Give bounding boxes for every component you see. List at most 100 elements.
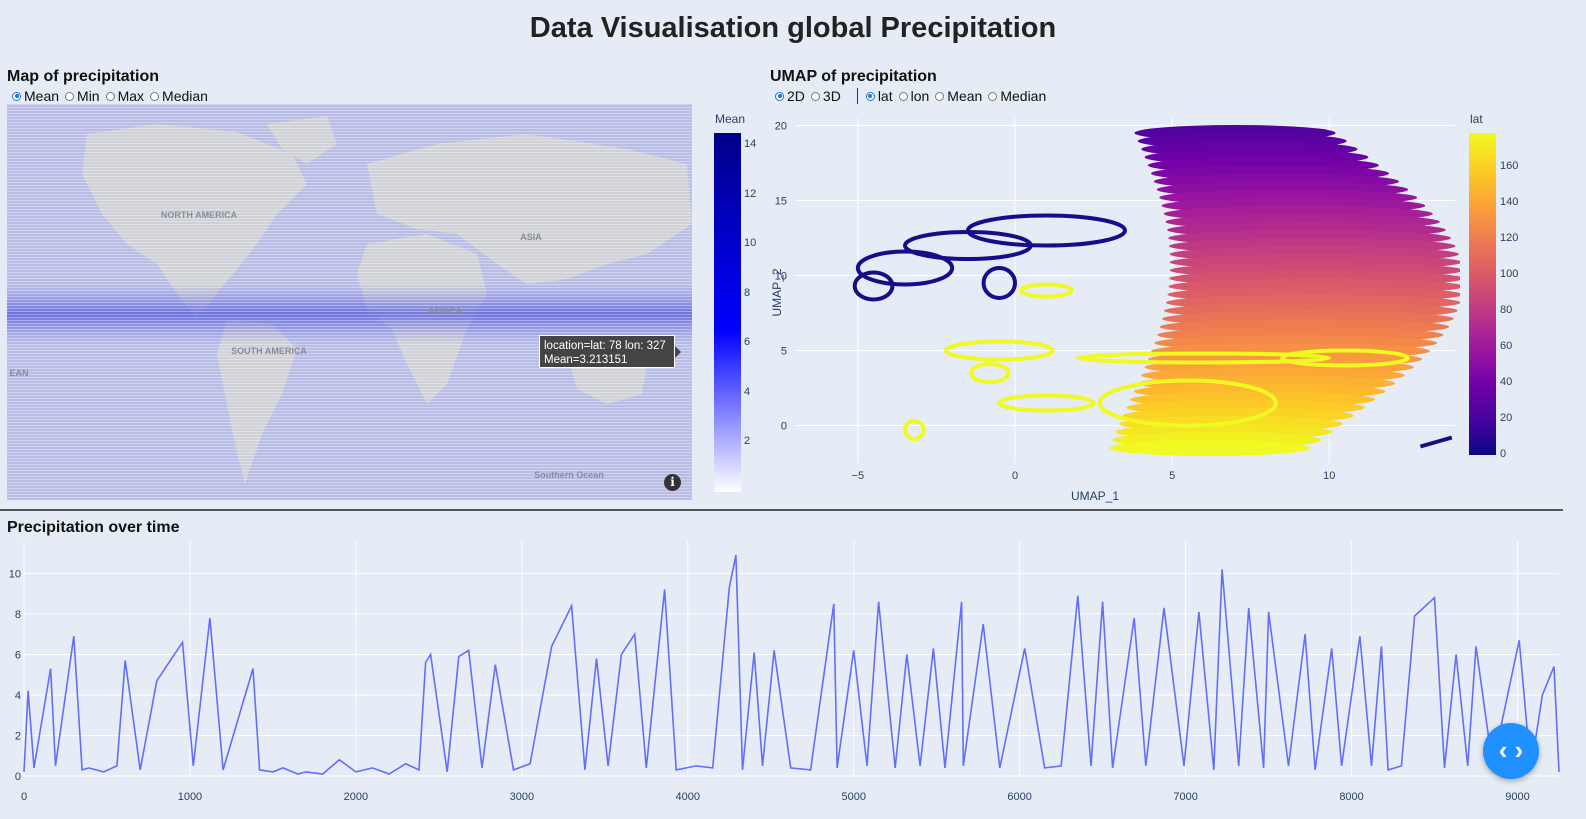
code-toggle-button[interactable]: ‹ › — [1483, 723, 1539, 779]
radio-dot — [898, 91, 908, 101]
umap-loop — [1097, 378, 1278, 428]
umap-y-tick-label: 10 — [775, 271, 787, 283]
umap-loop — [852, 270, 895, 302]
ts-y-tick-label: 2 — [15, 730, 21, 742]
radio-median[interactable]: Median — [150, 88, 208, 104]
radio-dot — [865, 91, 875, 101]
radio-dot — [810, 91, 820, 101]
ts-x-tick-label: 5000 — [841, 791, 865, 803]
umap-x-tick-label: −5 — [852, 470, 865, 482]
radio-lat[interactable]: lat — [865, 88, 893, 104]
colorbar-tick-label: 14 — [744, 138, 757, 151]
umap-outlier-segment — [1419, 435, 1453, 449]
ts-x-tick-label: 7000 — [1173, 791, 1197, 803]
ts-series-line — [23, 555, 1560, 775]
umap-x-tick-label: 10 — [1323, 470, 1335, 482]
umap-loop — [855, 249, 955, 287]
radio-dot — [935, 91, 945, 101]
radio-dot — [150, 91, 160, 101]
colorbar-tick-label: 120 — [1500, 232, 1519, 245]
umap-loop — [997, 393, 1096, 413]
radio-dot — [775, 91, 784, 101]
map-colorbar — [714, 133, 741, 492]
colorbar-tick-label: 2 — [744, 435, 751, 448]
umap-loop — [1280, 348, 1410, 368]
radio-dot — [12, 91, 21, 101]
colorbar-tick-label: 160 — [1500, 160, 1519, 173]
umap-main-cloud — [1109, 125, 1460, 456]
umap-loop — [1019, 282, 1074, 299]
ts-y-tick-label: 0 — [15, 771, 21, 783]
code-icon: ‹ › — [1498, 735, 1524, 765]
label-africa: AFRICA — [428, 306, 462, 316]
colorbar-tick-label: 0 — [1500, 448, 1507, 460]
ts-y-tick-label: 6 — [15, 649, 21, 661]
radio-umap-mean[interactable]: Mean — [935, 88, 982, 104]
radio-mean[interactable]: Mean — [12, 88, 59, 104]
colorbar-tick-label: 100 — [1500, 268, 1519, 281]
map-svg: NORTH AMERICA SOUTH AMERICA AFRICA ASIA … — [7, 104, 692, 500]
umap-y-axis-label: UMAP_2 — [770, 268, 784, 316]
umap-y-tick-label: 15 — [775, 196, 787, 208]
label-ocean: EAN — [9, 368, 28, 378]
colorbar-tick-label: 10 — [744, 237, 757, 250]
info-icon[interactable]: i — [664, 474, 681, 491]
precipitation-timeseries-chart[interactable]: 0 1000 2000 3000 4000 5000 6000 7000 8000 9000 10 8… — [0, 535, 1586, 819]
radio-3d[interactable]: 3D — [810, 88, 841, 104]
umap-loop — [1075, 351, 1332, 365]
umap-scatter-plot[interactable]: −5 0 5 10 20 15 10 5 0 UMAP_1 UMAP_2 — [760, 104, 1460, 504]
ts-x-tick-label: 9000 — [1505, 791, 1529, 803]
umap-loop — [943, 339, 1055, 362]
precipitation-map[interactable]: NORTH AMERICA SOUTH AMERICA AFRICA ASIA … — [7, 104, 692, 500]
umap-y-tick-label: 0 — [781, 421, 787, 433]
options-separator — [856, 88, 858, 104]
umap-colorbar — [1469, 133, 1496, 455]
umap-y-tick-label: 5 — [781, 346, 787, 358]
label-southern-ocean: Southern Ocean — [534, 470, 604, 480]
colorbar-tick-label: 8 — [744, 286, 751, 299]
radio-dot — [988, 91, 998, 101]
colorbar-tick-label: 140 — [1500, 196, 1519, 209]
umap-y-tick-label: 20 — [775, 121, 787, 133]
colorbar-tick-label: 4 — [744, 385, 751, 398]
umap-x-tick-label: 0 — [1012, 470, 1018, 482]
umap-loop — [965, 213, 1127, 248]
page-title: Data Visualisation global Precipitation — [529, 12, 1057, 44]
ts-x-tick-label: 6000 — [1007, 791, 1031, 803]
colorbar-tick-label: 6 — [744, 336, 751, 349]
label-south-america: SOUTH AMERICA — [231, 346, 307, 356]
umap-options-bar: 2D 3D lat lon Mean Median — [775, 88, 1052, 104]
umap-cloud-band — [1109, 440, 1311, 456]
radio-max[interactable]: Max — [105, 88, 144, 104]
ts-gridlines — [23, 541, 1559, 777]
ts-x-tick-label: 0 — [21, 791, 27, 803]
radio-lon[interactable]: lon — [898, 88, 929, 104]
map-panel-title: Map of precipitation — [7, 68, 159, 85]
radio-dot — [105, 91, 115, 101]
ts-x-tick-label: 8000 — [1339, 791, 1363, 803]
label-north-america: NORTH AMERICA — [161, 210, 238, 220]
ts-y-tick-label: 8 — [15, 609, 21, 621]
tooltip-location: location=lat: 78 lon: 327 — [544, 340, 666, 352]
umap-loop — [903, 419, 926, 441]
colorbar-tick-label: 40 — [1500, 376, 1513, 389]
umap-loop — [969, 362, 1011, 384]
umap-x-axis-label: UMAP_1 — [1071, 489, 1119, 503]
section-divider — [0, 509, 1563, 511]
radio-umap-median[interactable]: Median — [988, 88, 1046, 104]
umap-purple-loops — [852, 213, 1127, 302]
radio-dot — [65, 91, 75, 101]
radio-min[interactable]: Min — [65, 88, 100, 104]
tooltip-value: Mean=3.213151 — [544, 354, 628, 366]
umap-colorbar-title: lat — [1470, 112, 1483, 126]
map-stat-radio-group: Mean Min Max Median — [12, 88, 214, 104]
umap-panel-title: UMAP of precipitation — [770, 68, 937, 85]
ts-x-tick-label: 3000 — [510, 791, 534, 803]
colorbar-tick-label: 20 — [1500, 412, 1513, 425]
ts-y-tick-label: 10 — [9, 568, 21, 580]
radio-2d[interactable]: 2D — [775, 88, 805, 104]
ts-y-tick-label: 4 — [15, 690, 21, 702]
ts-x-tick-label: 1000 — [178, 791, 202, 803]
map-hover-tooltip: location=lat: 78 lon: 327 Mean=3.213151 — [539, 335, 681, 368]
umap-loop — [981, 266, 1018, 300]
